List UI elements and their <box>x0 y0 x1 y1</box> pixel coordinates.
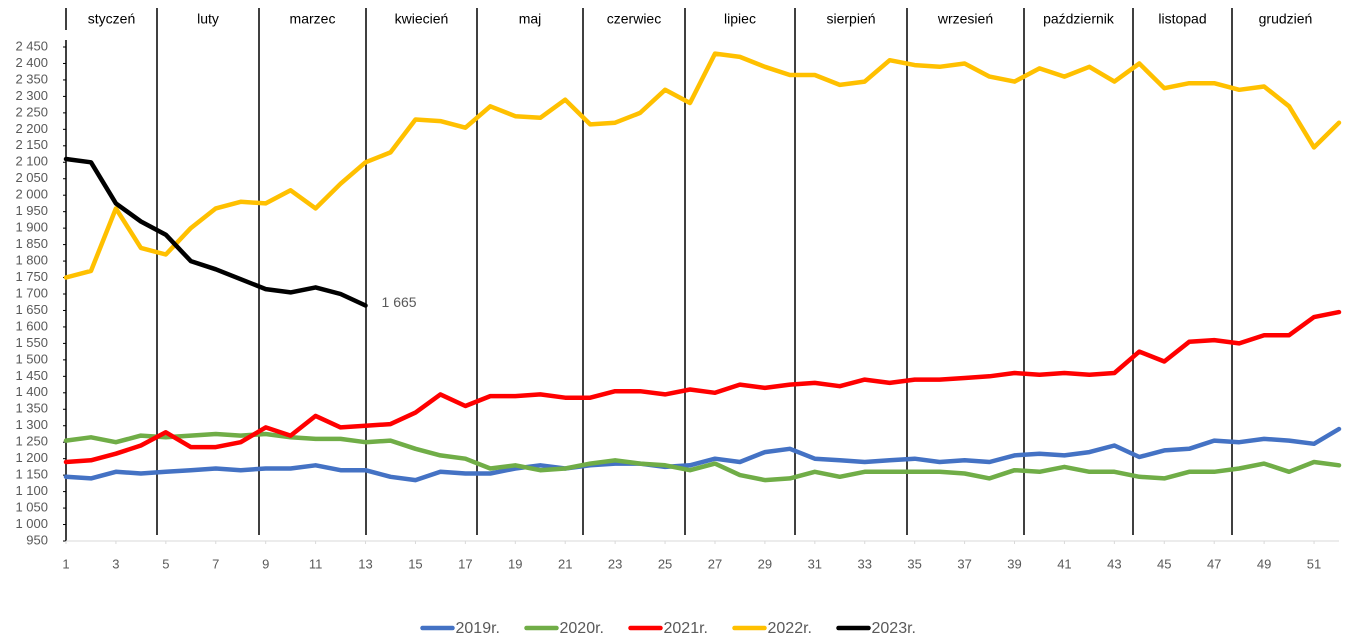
y-tick-label: 1 350 <box>15 401 48 416</box>
y-tick-label: 1 000 <box>15 516 48 531</box>
y-tick-label: 1 400 <box>15 384 48 399</box>
x-tick-label: 19 <box>508 556 522 571</box>
legend-label: 2023r. <box>872 620 916 637</box>
x-tick-label: 27 <box>708 556 722 571</box>
y-tick-label: 1 650 <box>15 302 48 317</box>
y-tick-label: 2 300 <box>15 88 48 103</box>
x-tick-label: 35 <box>907 556 921 571</box>
month-label: lipiec <box>724 11 756 27</box>
x-tick-label: 1 <box>62 556 69 571</box>
x-tick-label: 43 <box>1107 556 1121 571</box>
month-label: luty <box>197 11 219 27</box>
y-tick-label: 2 150 <box>15 137 48 152</box>
y-tick-label: 1 850 <box>15 236 48 251</box>
x-tick-label: 37 <box>957 556 971 571</box>
month-label: czerwiec <box>607 11 661 27</box>
y-tick-label: 1 700 <box>15 285 48 300</box>
y-tick-label: 1 300 <box>15 417 48 432</box>
y-tick-label: 1 900 <box>15 220 48 235</box>
data-label: 1 665 <box>382 294 417 310</box>
y-tick-label: 1 450 <box>15 368 48 383</box>
y-tick-label: 2 250 <box>15 104 48 119</box>
x-tick-label: 39 <box>1007 556 1021 571</box>
x-tick-label: 45 <box>1157 556 1171 571</box>
x-tick-label: 29 <box>758 556 772 571</box>
y-tick-label: 1 050 <box>15 500 48 515</box>
y-tick-label: 950 <box>26 532 48 547</box>
y-tick-label: 2 000 <box>15 187 48 202</box>
x-tick-label: 17 <box>458 556 472 571</box>
y-tick-label: 1 500 <box>15 351 48 366</box>
month-label: wrzesień <box>937 11 993 27</box>
x-tick-label: 33 <box>858 556 872 571</box>
y-tick-label: 2 050 <box>15 170 48 185</box>
month-label: styczeń <box>88 11 135 27</box>
x-tick-label: 21 <box>558 556 572 571</box>
y-tick-label: 2 400 <box>15 55 48 70</box>
x-tick-label: 3 <box>112 556 119 571</box>
y-tick-label: 1 800 <box>15 253 48 268</box>
x-tick-label: 15 <box>408 556 422 571</box>
legend-label: 2020r. <box>560 620 604 637</box>
y-tick-label: 2 450 <box>15 38 48 53</box>
month-label: kwiecień <box>395 11 449 27</box>
y-tick-label: 1 200 <box>15 450 48 465</box>
series-line <box>63 156 368 308</box>
y-tick-label: 1 600 <box>15 318 48 333</box>
x-tick-label: 5 <box>162 556 169 571</box>
series-line <box>63 51 1342 280</box>
x-tick-label: 51 <box>1307 556 1321 571</box>
series-line <box>63 431 1342 483</box>
month-label: październik <box>1043 11 1115 27</box>
x-tick-label: 25 <box>658 556 672 571</box>
x-tick-label: 23 <box>608 556 622 571</box>
x-tick-label: 11 <box>309 556 323 571</box>
month-label: listopad <box>1158 11 1206 27</box>
y-tick-label: 1 150 <box>15 467 48 482</box>
y-tick-label: 2 100 <box>15 154 48 169</box>
y-tick-label: 1 950 <box>15 203 48 218</box>
month-label: grudzień <box>1259 11 1313 27</box>
series-line <box>63 426 1342 483</box>
x-tick-label: 13 <box>358 556 372 571</box>
x-tick-label: 49 <box>1257 556 1271 571</box>
month-label: sierpień <box>826 11 875 27</box>
x-tick-label: 7 <box>212 556 219 571</box>
y-tick-label: 1 100 <box>15 483 48 498</box>
month-label: marzec <box>290 11 336 27</box>
legend-label: 2022r. <box>768 620 812 637</box>
y-tick-label: 1 250 <box>15 434 48 449</box>
month-label: maj <box>519 11 542 27</box>
x-tick-label: 47 <box>1207 556 1221 571</box>
y-tick-label: 2 200 <box>15 121 48 136</box>
y-tick-label: 1 550 <box>15 335 48 350</box>
series-line <box>63 309 1342 465</box>
x-tick-label: 41 <box>1057 556 1071 571</box>
legend-label: 2019r. <box>456 620 500 637</box>
y-tick-label: 1 750 <box>15 269 48 284</box>
x-tick-label: 9 <box>262 556 269 571</box>
legend-label: 2021r. <box>664 620 708 637</box>
x-tick-label: 31 <box>808 556 822 571</box>
y-tick-label: 2 350 <box>15 71 48 86</box>
